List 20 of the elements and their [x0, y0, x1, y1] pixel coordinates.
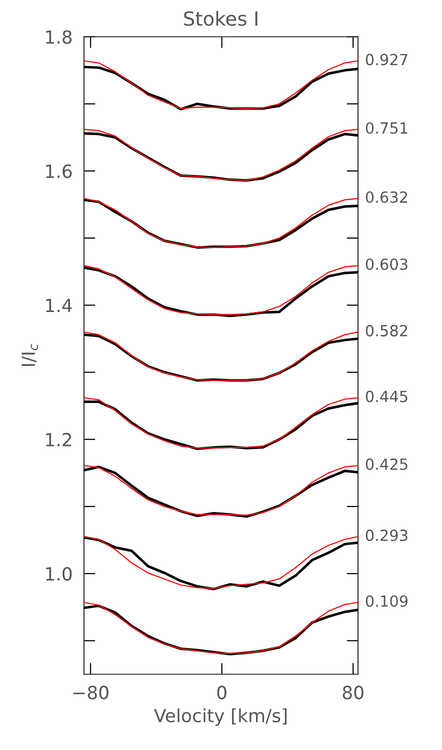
series-label: 0.109 [366, 595, 408, 607]
series-label: 0.293 [366, 530, 408, 542]
series-label: 0.582 [366, 324, 408, 336]
y-tick-label: 1.4 [46, 298, 72, 312]
y-tick-label: 1.8 [46, 30, 72, 44]
y-tick-label: 1.0 [46, 567, 72, 581]
chart-title: Stokes I [184, 10, 258, 26]
series-label: 0.632 [366, 191, 408, 203]
x-tick-label: 80 [342, 686, 364, 700]
x-axis-title: Velocity [km/s] [154, 708, 287, 726]
series-label: 0.425 [366, 458, 408, 470]
legend-label: 0.927 [366, 54, 408, 66]
x-tick-label: 0 [217, 686, 226, 700]
y-tick-label: 1.2 [46, 432, 72, 446]
series-label: 0.445 [366, 390, 408, 402]
y-tick-label: 1.6 [46, 164, 72, 178]
series-label: 0.603 [366, 258, 408, 270]
x-tick-label: −80 [73, 686, 108, 700]
series-label: 0.751 [366, 122, 408, 134]
y-axis-title: I/I$_{c}$ [22, 344, 38, 366]
